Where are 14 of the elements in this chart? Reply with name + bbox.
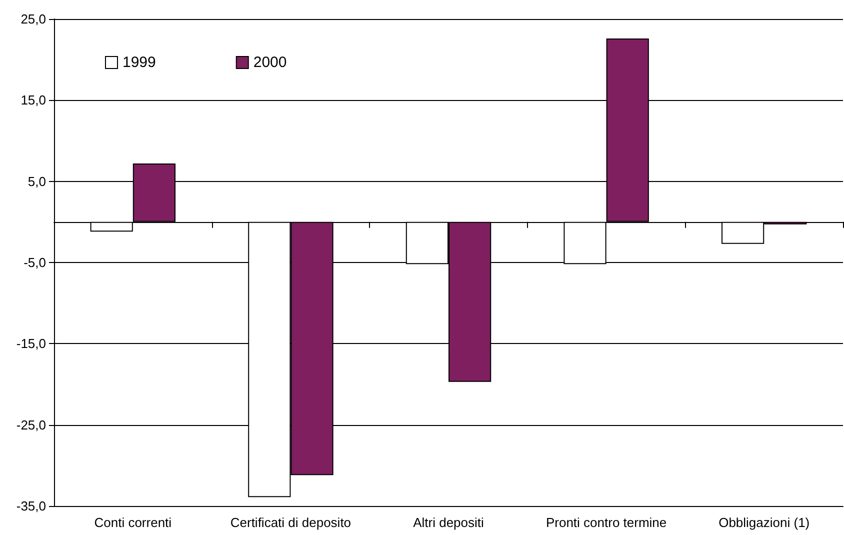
- y-tick-label: -25,0: [16, 417, 46, 432]
- legend-label: 1999: [122, 54, 156, 71]
- y-tick-label: -5,0: [24, 255, 46, 270]
- y-tick-label: 15,0: [20, 92, 46, 108]
- x-tick-label: Certificati di deposito: [230, 515, 352, 530]
- x-tick-label: Pronti contro termine: [546, 515, 667, 530]
- legend-label: 2000: [253, 54, 287, 71]
- x-tick-label: Conti correnti: [94, 515, 172, 530]
- y-tick-label: 25,0: [20, 12, 46, 26]
- y-tick-label: -15,0: [16, 336, 46, 352]
- x-tick-label: Altri depositi: [413, 515, 484, 530]
- y-tick-label: -35,0: [16, 498, 46, 514]
- x-tick-label: Obbligazioni (1): [718, 515, 810, 530]
- y-tick-label: 5,0: [28, 174, 46, 189]
